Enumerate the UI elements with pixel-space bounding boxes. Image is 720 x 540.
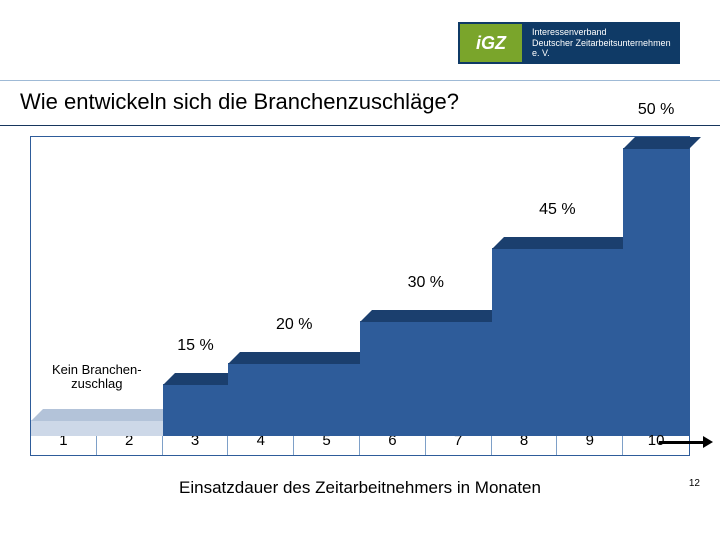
step-label: 15 % (163, 337, 229, 355)
x-tick: 10 (623, 426, 689, 455)
step-label: Kein Branchen-zuschlag (31, 363, 163, 392)
logo-text-line1: Interessenverband (532, 27, 678, 37)
chart-wrap: Kein Branchen-zuschlag15 %20 %30 %45 %50… (30, 136, 690, 456)
logo-mark: iGZ (458, 22, 522, 64)
logo-text-line2: Deutscher Zeitarbeitsunternehmen e. V. (532, 38, 678, 59)
arrow-head-icon (703, 436, 713, 448)
x-axis-caption: Einsatzdauer des Zeitarbeitnehmers in Mo… (0, 478, 720, 498)
step-bar: 30 % (360, 310, 492, 425)
logo-text: Interessenverband Deutscher Zeitarbeitsu… (522, 22, 680, 64)
step-label: 45 % (492, 201, 624, 219)
step-bar: 20 % (228, 352, 360, 425)
step-bar: 15 % (163, 373, 229, 425)
igz-logo: iGZ Interessenverband Deutscher Zeitarbe… (458, 22, 680, 64)
step-bar: 45 % (492, 237, 624, 426)
arrow-line (659, 441, 705, 444)
step-chart: Kein Branchen-zuschlag15 %20 %30 %45 %50… (30, 136, 690, 426)
page-number: 12 (689, 478, 700, 489)
slide-title: Wie entwickeln sich die Branchenzuschläg… (20, 89, 720, 115)
caption-text: Einsatzdauer des Zeitarbeitnehmers in Mo… (179, 478, 541, 497)
step-label: 20 % (228, 316, 360, 334)
title-bar: Wie entwickeln sich die Branchenzuschläg… (0, 80, 720, 126)
step-bar: Kein Branchen-zuschlag (31, 409, 163, 425)
step-label: 30 % (360, 274, 492, 292)
slide-header: iGZ Interessenverband Deutscher Zeitarbe… (0, 0, 720, 80)
step-bar: 50 % (623, 137, 689, 425)
step-label: 50 % (623, 101, 689, 119)
